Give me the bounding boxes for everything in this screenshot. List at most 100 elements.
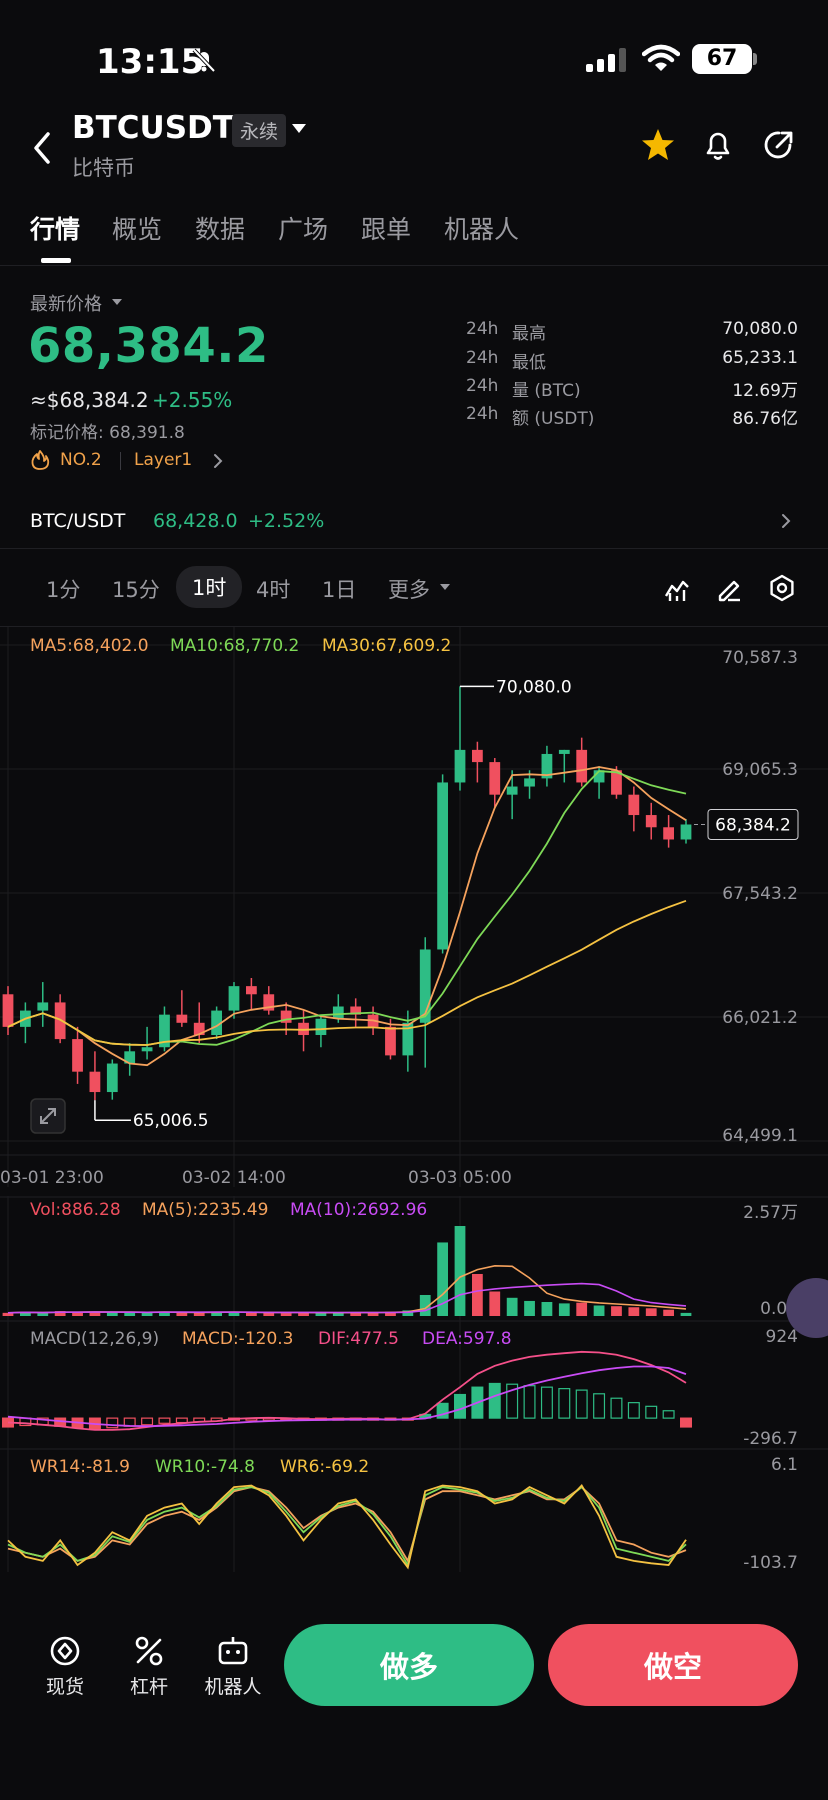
timeframe-4h[interactable]: 4时 bbox=[256, 578, 291, 602]
nav-spot[interactable]: 现货 bbox=[45, 1676, 84, 1698]
timeframe-15m[interactable]: 15分 bbox=[112, 578, 160, 602]
timeframe-more[interactable]: 更多 bbox=[388, 578, 430, 602]
wr14-legend: WR14:-81.9 bbox=[30, 1457, 130, 1477]
volume-bar bbox=[419, 1294, 431, 1316]
nav-leverage[interactable]: 杠杆 bbox=[129, 1676, 168, 1698]
stat-label: 额 (USDT) bbox=[512, 409, 595, 429]
ma5-legend: MA5:68,402.0 bbox=[30, 636, 149, 656]
dif-line bbox=[7, 1350, 687, 1431]
volume-bar bbox=[54, 1311, 66, 1316]
usd-equivalent-price: ≈$68,384.2 bbox=[30, 388, 149, 412]
volume-bar bbox=[645, 1308, 657, 1316]
chart-settings-icon[interactable] bbox=[768, 574, 796, 602]
tab-overview[interactable]: 概览 bbox=[112, 215, 163, 244]
latest-price-dropdown-icon[interactable] bbox=[112, 299, 122, 305]
macd-histogram-bar bbox=[593, 1393, 606, 1419]
open-long-button[interactable]: 做多 bbox=[284, 1624, 534, 1706]
macd-histogram-bar bbox=[436, 1402, 449, 1419]
candle-body bbox=[385, 1026, 396, 1056]
volume-bar bbox=[280, 1313, 292, 1316]
category-tag[interactable]: Layer1 bbox=[134, 450, 193, 470]
macd-histogram-bar bbox=[506, 1383, 519, 1419]
candlestick-chart[interactable]: 70,587.3 69,065.3 67,543.2 66,021.2 64,499.1… bbox=[0, 627, 828, 1197]
leverage-icon[interactable] bbox=[132, 1634, 166, 1668]
tab-bots[interactable]: 机器人 bbox=[444, 215, 520, 244]
candle-body bbox=[263, 994, 275, 1011]
macd-histogram-bar bbox=[454, 1393, 466, 1419]
price-axis-label: 64,499.1 bbox=[722, 1126, 798, 1146]
candle-body bbox=[193, 1022, 205, 1036]
volume-bar bbox=[489, 1291, 501, 1316]
spot-swap-icon[interactable] bbox=[48, 1634, 82, 1668]
wr6-legend: WR6:-69.2 bbox=[280, 1457, 370, 1477]
macd-params-legend: MACD(12,26,9) bbox=[30, 1329, 160, 1349]
volume-bar bbox=[124, 1312, 136, 1316]
volume-bar bbox=[471, 1273, 483, 1316]
active-tab-indicator bbox=[41, 258, 71, 263]
spot-change-percent: +2.52% bbox=[248, 510, 325, 532]
candle-body bbox=[524, 778, 535, 787]
vol-ma10-legend: MA(10):2692.96 bbox=[290, 1200, 428, 1220]
macd-value-legend: MACD:-120.3 bbox=[182, 1329, 294, 1349]
volume-bar bbox=[350, 1312, 362, 1316]
candle-body bbox=[89, 1071, 101, 1093]
macd-chart[interactable]: 924 -296.7 bbox=[0, 1320, 828, 1448]
back-arrow-icon[interactable] bbox=[28, 128, 58, 168]
bell-muted-icon bbox=[192, 48, 216, 73]
vol-legend: Vol:886.28 bbox=[30, 1200, 121, 1220]
favorite-star-icon[interactable] bbox=[640, 128, 676, 162]
timeframe-1h[interactable]: 1时 bbox=[176, 566, 243, 608]
tab-data[interactable]: 数据 bbox=[195, 215, 246, 244]
wr-axis-max: 6.1 bbox=[771, 1455, 798, 1475]
trading-bot-icon[interactable] bbox=[216, 1634, 250, 1668]
candle-body bbox=[663, 827, 675, 840]
pair-title[interactable]: BTCUSDT bbox=[72, 110, 234, 146]
dif-legend: DIF:477.5 bbox=[318, 1329, 399, 1349]
wr10-legend: WR10:-74.8 bbox=[155, 1457, 255, 1477]
candle-body bbox=[37, 1002, 49, 1011]
candle-body bbox=[245, 986, 257, 995]
stat-value: 86.76亿 bbox=[732, 409, 798, 429]
latest-price-label[interactable]: 最新价格 bbox=[30, 294, 102, 315]
floating-assistant-button[interactable] bbox=[786, 1278, 828, 1338]
williams-r-chart[interactable]: 6.1 -103.7 bbox=[0, 1448, 828, 1572]
last-price-tag: 68,384.2 bbox=[715, 815, 791, 835]
macd-histogram-bar bbox=[540, 1386, 553, 1419]
price-alert-bell-icon[interactable] bbox=[702, 128, 734, 162]
volume-bar bbox=[385, 1311, 396, 1316]
draw-pen-icon[interactable] bbox=[716, 576, 742, 602]
tab-square[interactable]: 广场 bbox=[278, 215, 329, 244]
indicator-icon[interactable] bbox=[664, 576, 690, 602]
tab-market[interactable]: 行情 bbox=[30, 215, 81, 244]
timeframe-1m[interactable]: 1分 bbox=[46, 578, 81, 602]
macd-axis-min: -296.7 bbox=[743, 1429, 798, 1448]
wr14-line bbox=[7, 1485, 687, 1564]
macd-histogram-bar bbox=[558, 1388, 571, 1419]
timeframe-1d[interactable]: 1日 bbox=[322, 578, 357, 602]
volume-bar bbox=[106, 1312, 118, 1316]
cellular-signal-icon bbox=[586, 48, 626, 72]
tab-copy-trading[interactable]: 跟单 bbox=[361, 215, 412, 244]
macd-histogram-bar bbox=[175, 1417, 188, 1424]
chevron-right-icon[interactable] bbox=[212, 452, 224, 470]
fullscreen-icon[interactable] bbox=[30, 1098, 66, 1134]
chevron-right-icon[interactable] bbox=[780, 512, 792, 530]
high-price-label: 70,080.0 bbox=[496, 677, 572, 697]
rank-tag[interactable]: NO.2 bbox=[60, 450, 102, 470]
price-axis-label: 67,543.2 bbox=[722, 884, 798, 904]
mark-price: 标记价格: 68,391.8 bbox=[30, 423, 185, 443]
volume-bar bbox=[576, 1302, 588, 1316]
spot-price: 68,428.0 bbox=[153, 510, 238, 532]
nav-bot[interactable]: 机器人 bbox=[204, 1676, 262, 1698]
battery-indicator: 67 bbox=[692, 44, 752, 74]
more-dropdown-icon[interactable] bbox=[440, 584, 450, 590]
pair-dropdown-icon[interactable] bbox=[292, 124, 306, 133]
share-icon[interactable] bbox=[762, 128, 796, 162]
volume-bar bbox=[367, 1312, 379, 1316]
volume-bar bbox=[159, 1311, 170, 1316]
open-short-button[interactable]: 做空 bbox=[548, 1624, 798, 1706]
ma30-line bbox=[7, 899, 687, 1046]
spot-pair-link[interactable]: BTC/USDT bbox=[30, 510, 126, 532]
candle-body bbox=[228, 986, 240, 1011]
